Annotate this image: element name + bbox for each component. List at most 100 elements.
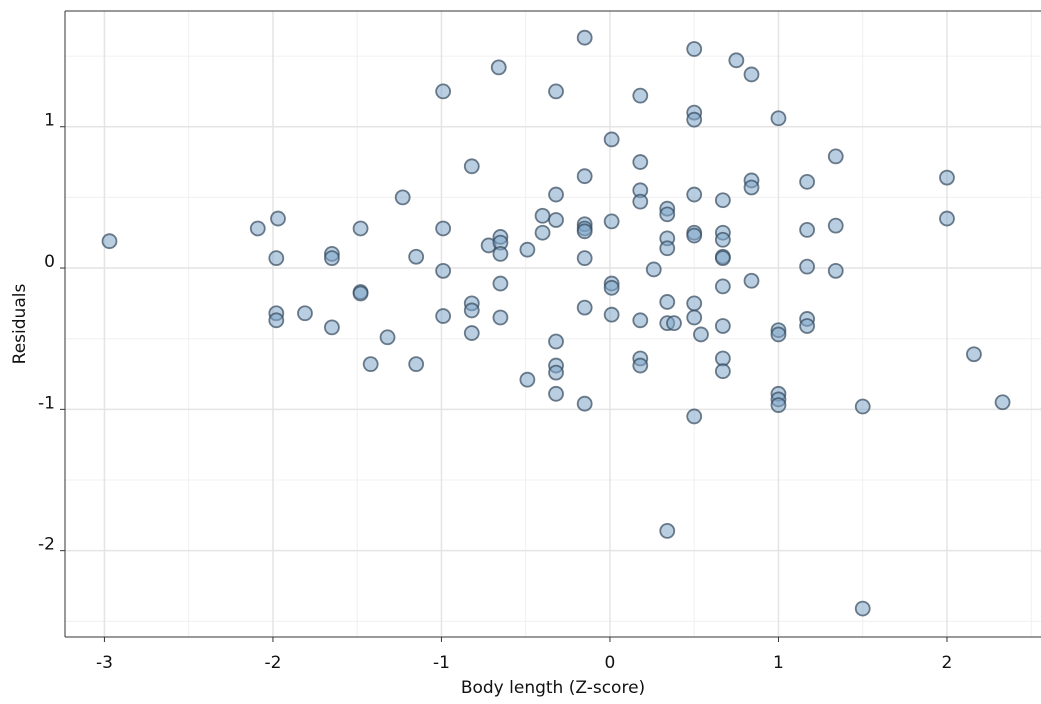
point bbox=[548, 364, 564, 381]
point bbox=[659, 522, 676, 539]
x-tick-label: -2 bbox=[264, 653, 281, 673]
point bbox=[743, 179, 760, 196]
point bbox=[534, 207, 551, 224]
point bbox=[379, 329, 396, 346]
point bbox=[270, 210, 286, 227]
point bbox=[686, 295, 703, 312]
point bbox=[490, 59, 507, 76]
point bbox=[799, 173, 816, 190]
point bbox=[492, 275, 509, 292]
y-tick-label: 0 bbox=[44, 252, 55, 272]
point bbox=[268, 312, 285, 329]
point bbox=[463, 158, 480, 175]
point bbox=[548, 333, 564, 350]
point bbox=[324, 319, 340, 336]
point bbox=[435, 262, 452, 279]
point bbox=[463, 325, 480, 341]
point bbox=[714, 318, 731, 334]
point bbox=[854, 398, 871, 415]
point bbox=[632, 87, 649, 104]
point bbox=[854, 600, 871, 617]
x-tick-label: 2 bbox=[942, 653, 953, 673]
point bbox=[603, 306, 620, 323]
point bbox=[576, 223, 593, 240]
point bbox=[492, 309, 509, 326]
y-tick-label: 1 bbox=[44, 111, 55, 131]
point bbox=[297, 305, 313, 322]
point bbox=[799, 258, 816, 275]
point bbox=[603, 279, 620, 296]
point bbox=[519, 241, 536, 258]
point bbox=[686, 408, 703, 425]
point bbox=[435, 220, 452, 237]
point bbox=[645, 261, 662, 278]
point bbox=[576, 395, 593, 412]
point bbox=[966, 346, 982, 363]
point bbox=[268, 250, 285, 267]
point bbox=[686, 186, 703, 203]
point bbox=[770, 397, 787, 414]
y-axis-label: Residuals bbox=[10, 284, 30, 365]
point bbox=[548, 83, 564, 100]
point bbox=[686, 227, 703, 244]
point bbox=[714, 231, 731, 248]
y-tick-label: -2 bbox=[38, 535, 55, 555]
point bbox=[939, 169, 955, 186]
point bbox=[352, 220, 369, 237]
point bbox=[576, 29, 593, 46]
point bbox=[408, 248, 425, 265]
point bbox=[939, 210, 955, 227]
x-tick-label: 1 bbox=[773, 653, 784, 673]
point bbox=[714, 278, 731, 295]
point bbox=[743, 272, 760, 289]
point bbox=[714, 363, 731, 380]
point bbox=[770, 110, 787, 127]
y-tick-label: -1 bbox=[38, 393, 55, 413]
point bbox=[827, 217, 844, 234]
point bbox=[693, 326, 709, 343]
point bbox=[632, 357, 649, 374]
point bbox=[994, 394, 1011, 411]
point bbox=[249, 220, 266, 237]
point bbox=[686, 111, 703, 128]
point bbox=[714, 250, 731, 267]
point bbox=[686, 309, 703, 326]
point bbox=[827, 148, 844, 165]
x-tick-label: -1 bbox=[433, 653, 450, 673]
point bbox=[362, 356, 379, 373]
point bbox=[603, 131, 620, 148]
point bbox=[632, 193, 649, 210]
point bbox=[463, 302, 480, 319]
point bbox=[659, 294, 676, 310]
point bbox=[659, 240, 676, 257]
point bbox=[492, 246, 509, 262]
point bbox=[435, 308, 452, 324]
point bbox=[534, 224, 551, 241]
point bbox=[394, 189, 411, 206]
point bbox=[714, 192, 731, 209]
point bbox=[632, 312, 649, 329]
point bbox=[632, 154, 649, 170]
point bbox=[603, 213, 620, 230]
point bbox=[666, 315, 682, 332]
point bbox=[101, 233, 118, 250]
point bbox=[435, 83, 452, 100]
point bbox=[352, 285, 369, 302]
point bbox=[799, 318, 816, 334]
point bbox=[659, 206, 676, 223]
point bbox=[576, 168, 593, 185]
point bbox=[728, 52, 745, 69]
point bbox=[743, 66, 760, 83]
point bbox=[576, 250, 593, 267]
point bbox=[548, 385, 564, 402]
x-tick-label: 0 bbox=[605, 653, 616, 673]
point bbox=[408, 356, 425, 373]
point bbox=[519, 371, 536, 388]
point bbox=[324, 250, 340, 267]
point bbox=[548, 212, 564, 228]
point bbox=[770, 326, 787, 343]
point bbox=[827, 262, 844, 279]
point bbox=[799, 221, 816, 238]
point bbox=[576, 299, 593, 316]
